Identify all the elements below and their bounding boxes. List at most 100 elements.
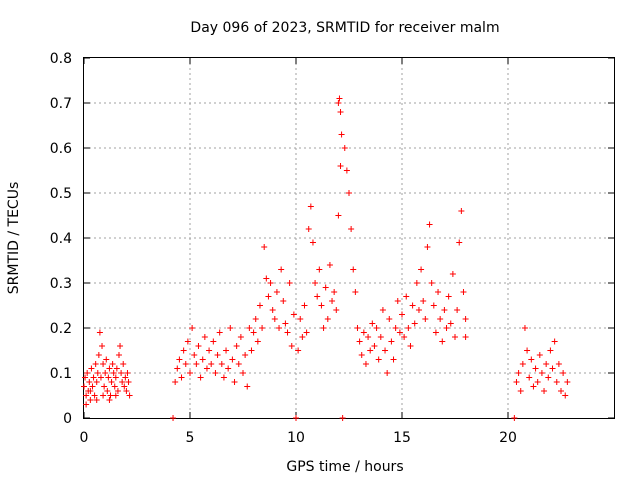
data-point: [316, 266, 323, 273]
data-point: [551, 338, 558, 345]
data-point: [100, 392, 107, 399]
data-point: [95, 352, 102, 358]
data-point: [231, 379, 238, 385]
data-point: [248, 347, 255, 354]
y-tick-label: 0.3: [50, 276, 72, 292]
data-point: [265, 293, 272, 300]
data-point: [405, 325, 412, 331]
chart-title: Day 096 of 2023, SRMTID for receiver mal…: [190, 20, 499, 36]
data-point: [242, 352, 249, 358]
data-points: [81, 95, 571, 421]
data-point: [333, 307, 340, 313]
data-point: [447, 320, 454, 327]
data-point: [437, 316, 444, 322]
data-point: [541, 388, 548, 394]
data-point: [373, 325, 380, 331]
data-point: [356, 338, 363, 345]
data-point: [335, 212, 342, 219]
data-point: [320, 325, 327, 331]
data-point: [83, 401, 90, 408]
data-point: [392, 325, 399, 331]
data-point: [271, 316, 278, 322]
x-tick-label: 5: [186, 430, 195, 446]
data-point: [123, 388, 130, 394]
data-point: [210, 338, 217, 345]
data-point: [460, 289, 467, 295]
y-tick-label: 0.8: [50, 51, 72, 67]
data-point: [424, 244, 431, 250]
data-point: [338, 131, 345, 138]
data-point: [305, 226, 312, 232]
data-point: [309, 239, 316, 246]
data-point: [458, 208, 465, 214]
data-point: [118, 370, 125, 376]
y-tick-label: 0.7: [50, 96, 72, 112]
data-point: [538, 370, 545, 376]
data-point: [343, 167, 350, 174]
data-point: [348, 226, 355, 232]
data-point: [314, 293, 321, 300]
data-point: [102, 370, 109, 376]
data-point: [121, 383, 128, 390]
data-point: [443, 325, 450, 331]
data-point: [84, 370, 91, 376]
data-point: [303, 329, 310, 336]
data-point: [339, 415, 346, 421]
data-point: [415, 307, 422, 313]
data-point: [394, 298, 401, 304]
data-point: [208, 361, 215, 367]
data-point: [524, 347, 531, 354]
data-point: [119, 379, 126, 385]
data-point: [341, 145, 348, 151]
data-point: [229, 356, 236, 363]
data-point: [106, 365, 113, 372]
data-point: [526, 374, 533, 381]
data-point: [326, 262, 333, 268]
y-tick-label: 0.5: [50, 186, 72, 202]
data-point: [335, 100, 342, 106]
data-point: [553, 379, 560, 385]
data-point: [114, 388, 121, 394]
data-point: [549, 365, 556, 372]
data-point: [201, 334, 208, 340]
data-point: [227, 325, 234, 331]
y-tick-label: 0.1: [50, 366, 72, 382]
data-point: [456, 239, 463, 246]
data-point: [174, 365, 181, 372]
data-point: [176, 356, 183, 363]
data-point: [91, 392, 98, 399]
data-point: [295, 347, 302, 354]
data-point: [122, 374, 129, 381]
data-point: [225, 365, 232, 372]
data-point: [301, 302, 308, 309]
data-point: [178, 374, 185, 381]
data-point: [445, 293, 452, 300]
data-point: [117, 343, 124, 349]
data-point: [297, 316, 304, 322]
data-point: [562, 392, 569, 399]
data-point: [286, 280, 293, 286]
data-point: [290, 311, 297, 318]
data-point: [203, 365, 210, 372]
data-point: [555, 361, 562, 367]
data-point: [336, 95, 343, 102]
data-point: [90, 374, 97, 381]
data-point: [106, 397, 113, 403]
axis-ticks: 0 0.1 0.2 0.3 0.4 0.5 0.6 0.7 0.8 0 5 10 15 20: [50, 51, 614, 446]
data-point: [360, 329, 367, 336]
data-point: [329, 298, 336, 304]
data-point: [110, 370, 117, 376]
data-point: [517, 388, 524, 394]
data-point: [252, 316, 259, 322]
data-point: [386, 316, 393, 322]
data-point: [235, 361, 242, 367]
data-point: [449, 271, 456, 277]
data-point: [358, 352, 365, 358]
data-point: [337, 109, 344, 115]
data-point: [371, 343, 378, 349]
data-point: [93, 397, 100, 403]
data-point: [282, 320, 289, 327]
data-point: [382, 347, 389, 354]
data-point: [390, 356, 397, 363]
plot-frame: [83, 57, 615, 419]
